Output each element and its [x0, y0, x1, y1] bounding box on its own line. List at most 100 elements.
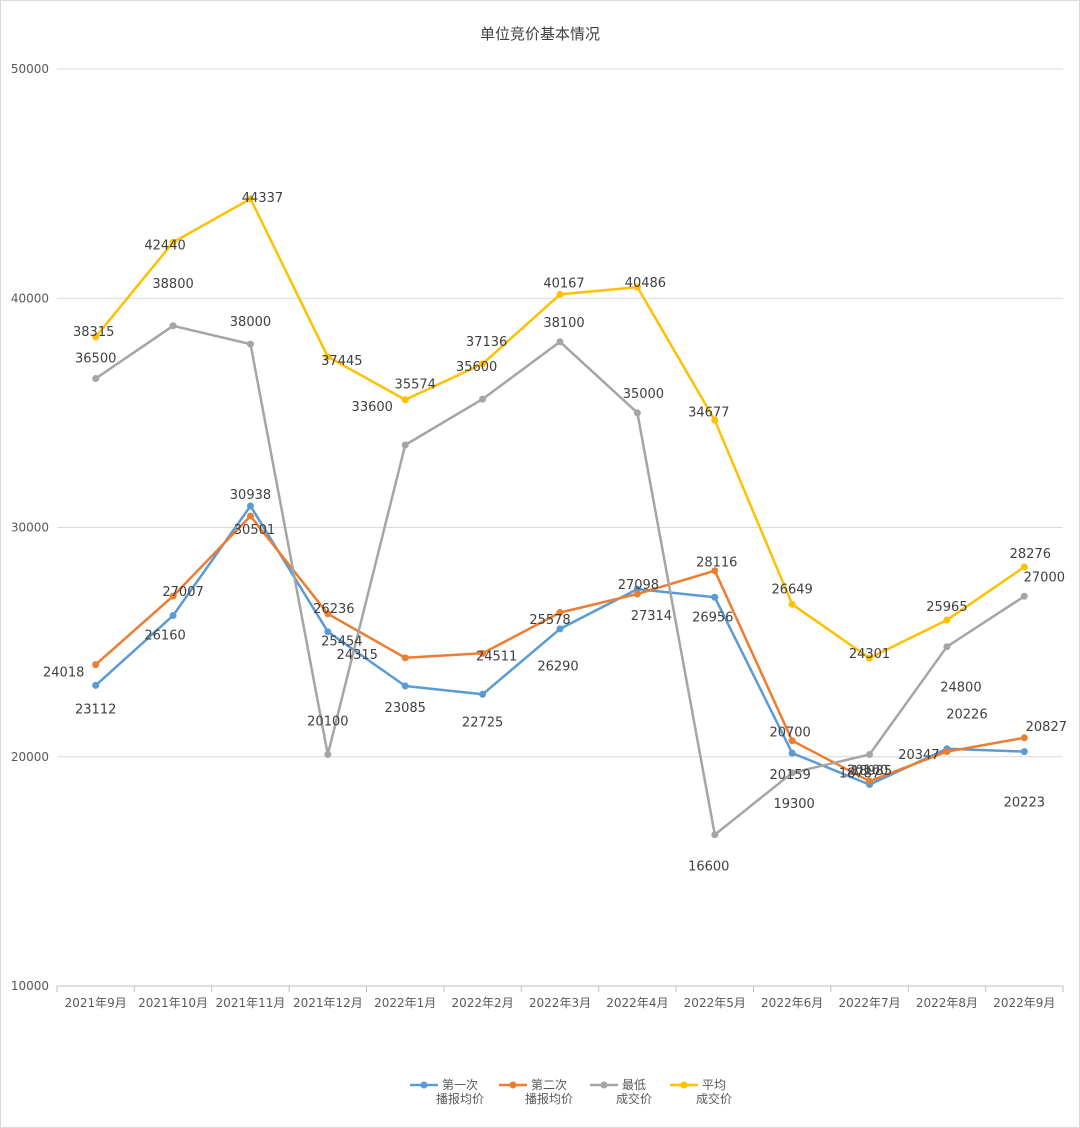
data-label: 40167 — [543, 276, 584, 291]
data-point — [556, 290, 564, 298]
data-label: 30938 — [230, 488, 271, 503]
x-tick-label: 2022年6月 — [761, 996, 823, 1010]
legend-marker — [420, 1081, 428, 1089]
data-point — [479, 395, 487, 403]
data-label: 20700 — [769, 726, 810, 741]
data-label: 27314 — [631, 609, 672, 624]
data-label: 19300 — [773, 797, 814, 812]
data-point — [479, 360, 487, 368]
data-label: 26649 — [771, 582, 812, 597]
series-group — [92, 195, 1028, 839]
data-label: 24301 — [849, 647, 890, 662]
legend-label: 最低 — [622, 1078, 646, 1092]
data-label: 28276 — [1010, 547, 1051, 562]
data-label: 20159 — [769, 768, 810, 783]
data-label: 30501 — [234, 523, 275, 538]
data-label: 33600 — [352, 400, 393, 415]
data-label: 26956 — [692, 610, 733, 625]
data-label: 24800 — [940, 681, 981, 696]
data-point — [401, 441, 409, 449]
data-point — [943, 616, 951, 624]
data-point — [401, 396, 409, 404]
legend-marker — [680, 1081, 688, 1089]
data-label: 28116 — [696, 556, 737, 571]
data-point — [866, 750, 874, 758]
data-point — [92, 681, 100, 689]
data-point — [324, 353, 332, 361]
data-point — [556, 609, 564, 617]
data-point — [92, 374, 100, 382]
data-label: 26236 — [313, 602, 354, 617]
x-tick-label: 2022年5月 — [684, 996, 746, 1010]
data-point — [324, 610, 332, 618]
data-point — [711, 567, 719, 575]
data-label: 18787 — [839, 767, 880, 782]
legend-label: 成交价 — [616, 1091, 652, 1106]
data-label: 20100 — [307, 714, 348, 729]
legend-label: 第一次 — [442, 1078, 478, 1092]
y-tick-label: 20000 — [11, 750, 49, 764]
data-label: 24511 — [476, 649, 517, 664]
data-point — [401, 654, 409, 662]
y-tick-label: 30000 — [11, 521, 49, 535]
gridlines — [57, 68, 1063, 758]
data-point — [633, 590, 641, 598]
data-label: 36500 — [75, 351, 116, 366]
data-label: 38800 — [152, 277, 193, 292]
data-point — [788, 737, 796, 745]
data-label: 40486 — [625, 276, 666, 291]
data-label: 44337 — [242, 191, 283, 206]
legend-label: 成交价 — [696, 1091, 732, 1106]
data-label: 26160 — [144, 629, 185, 644]
data-point — [711, 593, 719, 601]
data-label: 22725 — [462, 715, 503, 730]
data-label: 18935 — [851, 764, 892, 779]
x-tick-label: 2021年10月 — [138, 996, 208, 1010]
data-point — [324, 628, 332, 636]
data-label: 26290 — [537, 660, 578, 675]
x-tick-label: 2022年9月 — [993, 996, 1055, 1010]
data-label: 25578 — [529, 613, 570, 628]
data-point — [943, 748, 951, 756]
data-point — [324, 750, 332, 758]
data-point — [246, 502, 254, 510]
data-label: 27007 — [162, 585, 203, 600]
data-point — [633, 283, 641, 291]
data-label: 34677 — [688, 405, 729, 420]
data-label: 20827 — [1026, 720, 1067, 735]
data-point — [866, 654, 874, 662]
y-axis-ticks: 10000 20000 30000 40000 50000 — [11, 62, 49, 993]
data-label: 38315 — [73, 325, 114, 340]
data-point — [1020, 734, 1028, 742]
data-point — [479, 649, 487, 657]
data-label: 20223 — [1004, 796, 1045, 811]
data-label: 27098 — [618, 578, 659, 593]
legend-label: 平均 — [702, 1078, 726, 1092]
data-label: 35000 — [623, 387, 664, 402]
data-point — [633, 585, 641, 593]
data-label: 25454 — [321, 635, 362, 650]
legend-marker — [509, 1081, 517, 1089]
data-label: 27000 — [1024, 570, 1065, 585]
x-tick-label: 2022年1月 — [374, 996, 436, 1010]
data-label: 20347 — [898, 748, 939, 763]
legend-label: 播报均价 — [436, 1091, 484, 1106]
data-label: 24018 — [43, 666, 84, 681]
data-label: 42440 — [144, 238, 185, 253]
data-point — [866, 777, 874, 785]
y-tick-label: 40000 — [11, 291, 49, 305]
data-point — [1020, 748, 1028, 756]
data-label: 38000 — [230, 315, 271, 330]
data-label: 20100 — [847, 763, 888, 778]
chart-title: 单位竞价基本情况 — [480, 25, 600, 43]
data-point — [943, 643, 951, 651]
data-point — [788, 600, 796, 608]
y-tick-label: 10000 — [11, 979, 49, 993]
data-label: 35574 — [395, 378, 436, 393]
data-point — [1020, 563, 1028, 571]
x-tick-label: 2021年9月 — [65, 996, 127, 1010]
data-label: 23112 — [75, 702, 116, 717]
data-point — [788, 749, 796, 757]
